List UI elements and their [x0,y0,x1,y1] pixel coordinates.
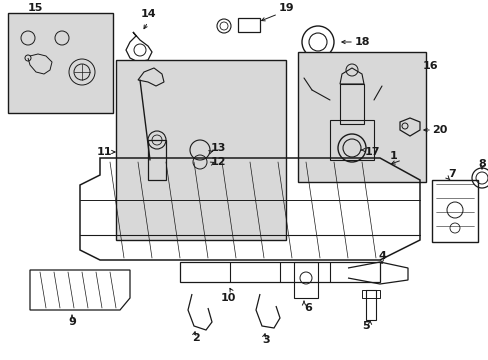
Bar [361,290,379,298]
Text: 13: 13 [210,143,225,153]
Text: 7: 7 [447,169,455,179]
Bar [238,18,260,32]
Bar [297,52,425,182]
Text: 11: 11 [96,147,112,157]
Text: 20: 20 [431,125,447,135]
Bar [116,60,285,240]
Text: 19: 19 [278,3,293,13]
Text: 4: 4 [377,251,385,261]
Bar [365,290,375,320]
Text: 1: 1 [389,151,397,161]
Text: 5: 5 [362,321,369,331]
Text: 14: 14 [140,9,156,19]
Text: 18: 18 [353,37,369,47]
Bar [148,140,165,180]
Text: 6: 6 [304,303,311,313]
Bar [339,84,363,124]
Bar [431,180,477,242]
Text: 15: 15 [27,3,42,13]
Text: 16: 16 [421,61,437,71]
Bar [8,13,113,113]
Bar [293,262,317,298]
Text: 17: 17 [364,147,379,157]
Text: 12: 12 [210,157,225,167]
Text: 10: 10 [220,293,235,303]
Text: 8: 8 [477,159,485,169]
Bar [329,120,373,160]
Text: 2: 2 [192,333,200,343]
Text: 9: 9 [68,317,76,327]
Text: 3: 3 [262,335,269,345]
